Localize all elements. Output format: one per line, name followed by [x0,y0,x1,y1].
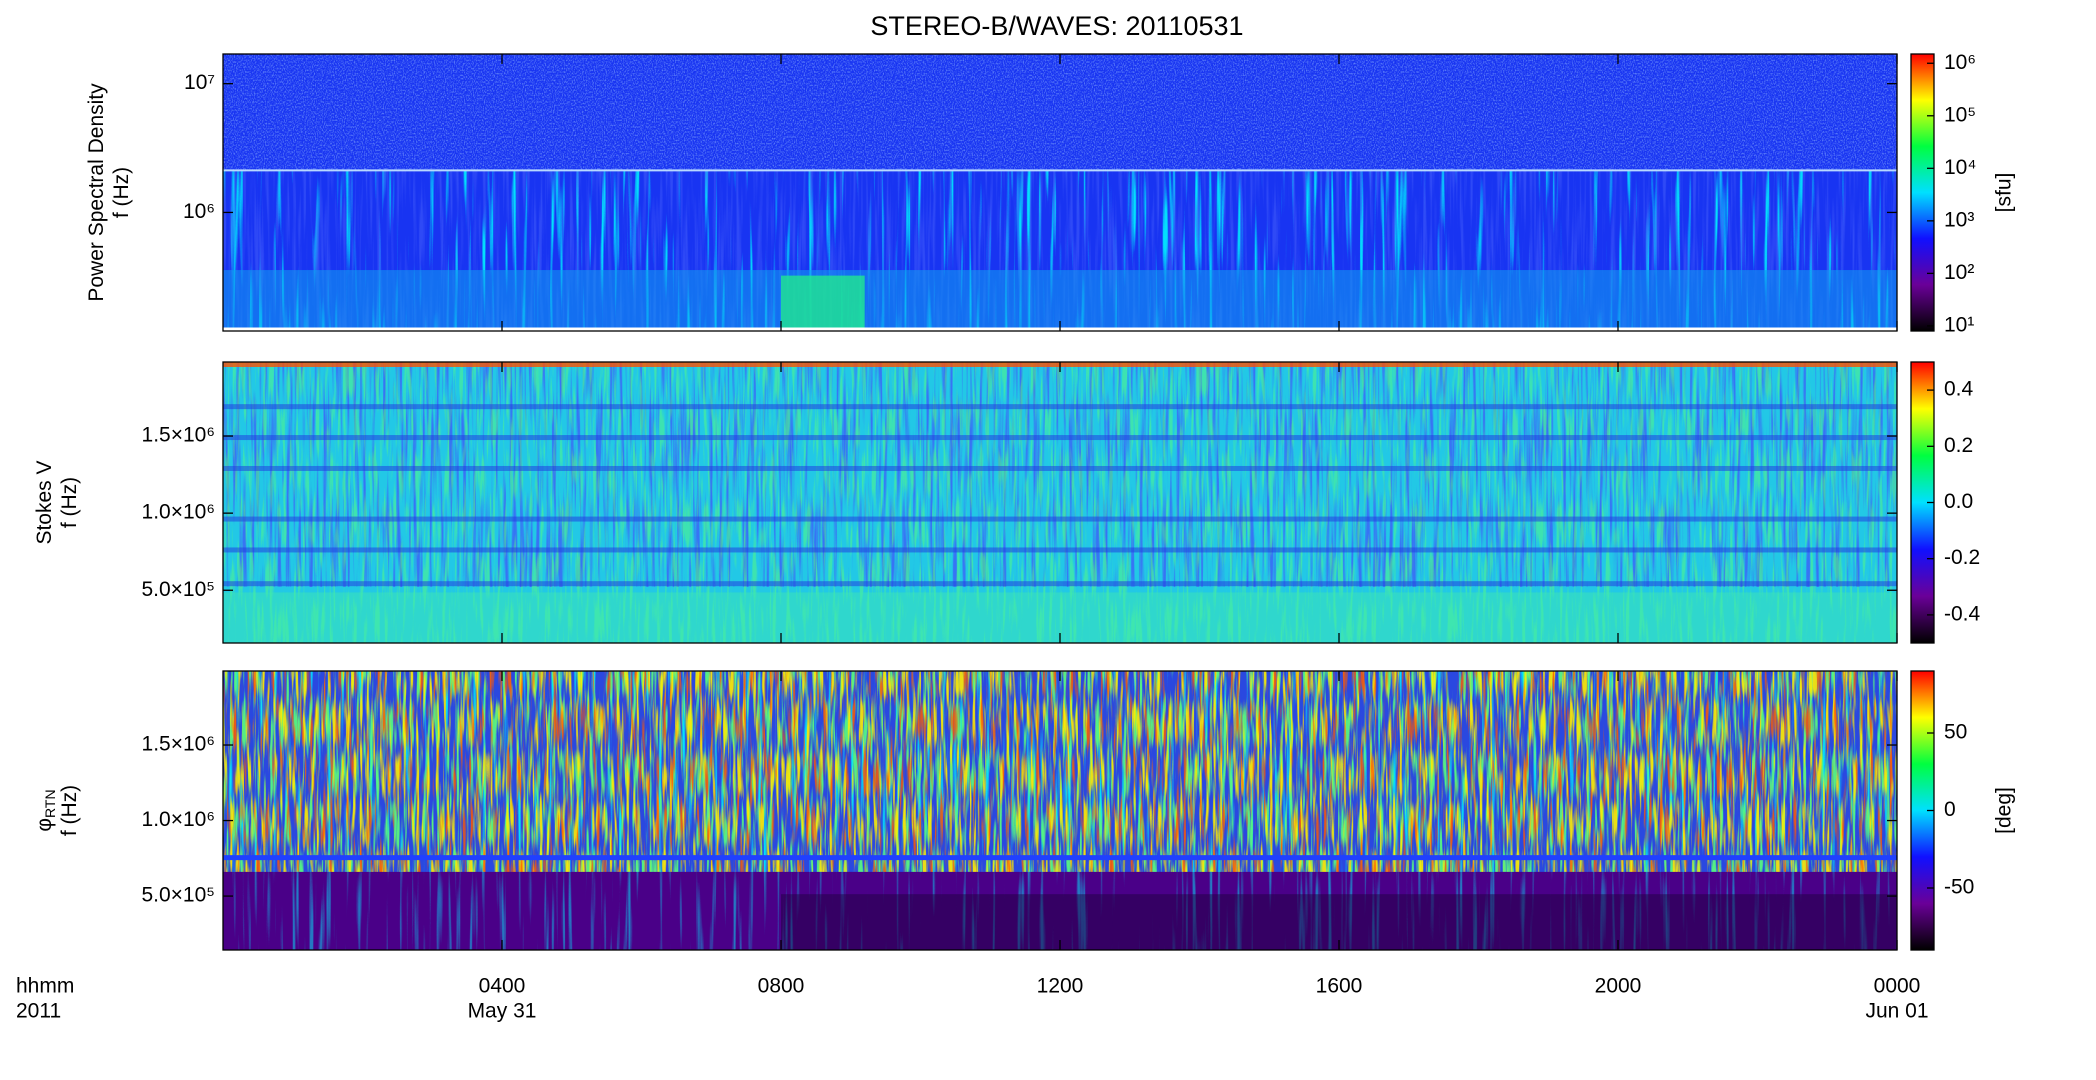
y-axis-label: f (Hz) [58,785,81,836]
colorbar-tick-label: 10¹ [1944,313,1974,336]
colorbar-tick-label: 10⁵ [1944,103,1976,126]
colorbar-label: [deg] [1993,787,2016,834]
y-tick-label: 1.5×10⁶ [142,733,215,756]
spectrogram-texture [223,671,1897,872]
y-axis-label: f (Hz) [110,167,133,218]
y-axis-label-text: f (Hz) [58,477,81,528]
spectrogram-texture [781,275,865,331]
y-axis-label-text: Power Spectral Density [85,83,108,302]
y-tick-label: 1.0×10⁶ [142,808,215,831]
colorbar-tick-label: 0.0 [1944,490,1973,513]
y-axis-label-text: φ [33,818,56,832]
x-axis-label: hhmm [16,975,74,998]
spectrogram-band [223,516,1897,522]
x-date-label: May 31 [468,1000,537,1023]
colorbar-tick-label: 10² [1944,261,1974,284]
y-axis-label: Stokes V [33,460,56,544]
y-axis-label-text: f (Hz) [58,785,81,836]
x-tick-label: 0400 [479,975,526,998]
y-axis-label: f (Hz) [58,477,81,528]
x-tick-label: 0000 [1874,975,1921,998]
x-tick-label: 2000 [1595,975,1642,998]
spectrogram-texture [223,270,1897,331]
y-axis-label-text: Stokes V [33,460,56,544]
colorbar-tick-label: 10³ [1944,208,1974,231]
x-tick-label: 0800 [758,975,805,998]
colorbar [1910,53,1935,332]
y-tick-label: 10⁶ [183,200,215,223]
colorbar-tick-label: 10⁶ [1944,51,1976,74]
spectrogram-band [223,581,1897,587]
x-tick-label: 1200 [1037,975,1084,998]
y-axis-label: Power Spectral Density [85,83,108,302]
spectrogram-texture [223,54,1897,171]
colorbar-tick-label: 0.4 [1944,378,1974,401]
y-tick-label: 5.0×10⁵ [141,578,215,601]
x-axis-label: 2011 [16,1000,61,1023]
colorbar-tick-label: -0.2 [1944,546,1980,569]
colorbar-tick-label: 50 [1944,721,1967,744]
y-tick-label: 5.0×10⁵ [141,884,215,907]
spectrogram-band [223,404,1897,410]
spectrogram-band [223,435,1897,441]
y-axis-label: φRTN [33,789,58,831]
colorbar-tick-label: -0.4 [1944,602,1981,625]
spectrogram-band [223,465,1897,471]
y-tick-label: 10⁷ [184,71,215,94]
spectrogram-band [223,855,1897,861]
colorbar-tick-label: 10⁴ [1944,156,1976,179]
y-axis-label-subscript: RTN [42,789,58,818]
y-axis-label-text: f (Hz) [110,167,133,218]
chart-title: STEREO-B/WAVES: 20110531 [870,11,1243,41]
colorbar-tick-label: -50 [1944,876,1974,899]
spectrogram-band [223,547,1897,553]
colorbar-tick-label: 0 [1944,798,1956,821]
x-date-label: Jun 01 [1865,1000,1928,1023]
x-tick-label: 1600 [1316,975,1363,998]
colorbar-label: [sfu] [1993,173,2016,213]
colorbar-tick-label: 0.2 [1944,434,1973,457]
y-tick-label: 1.0×10⁶ [142,501,215,524]
y-tick-label: 1.5×10⁶ [142,424,215,447]
